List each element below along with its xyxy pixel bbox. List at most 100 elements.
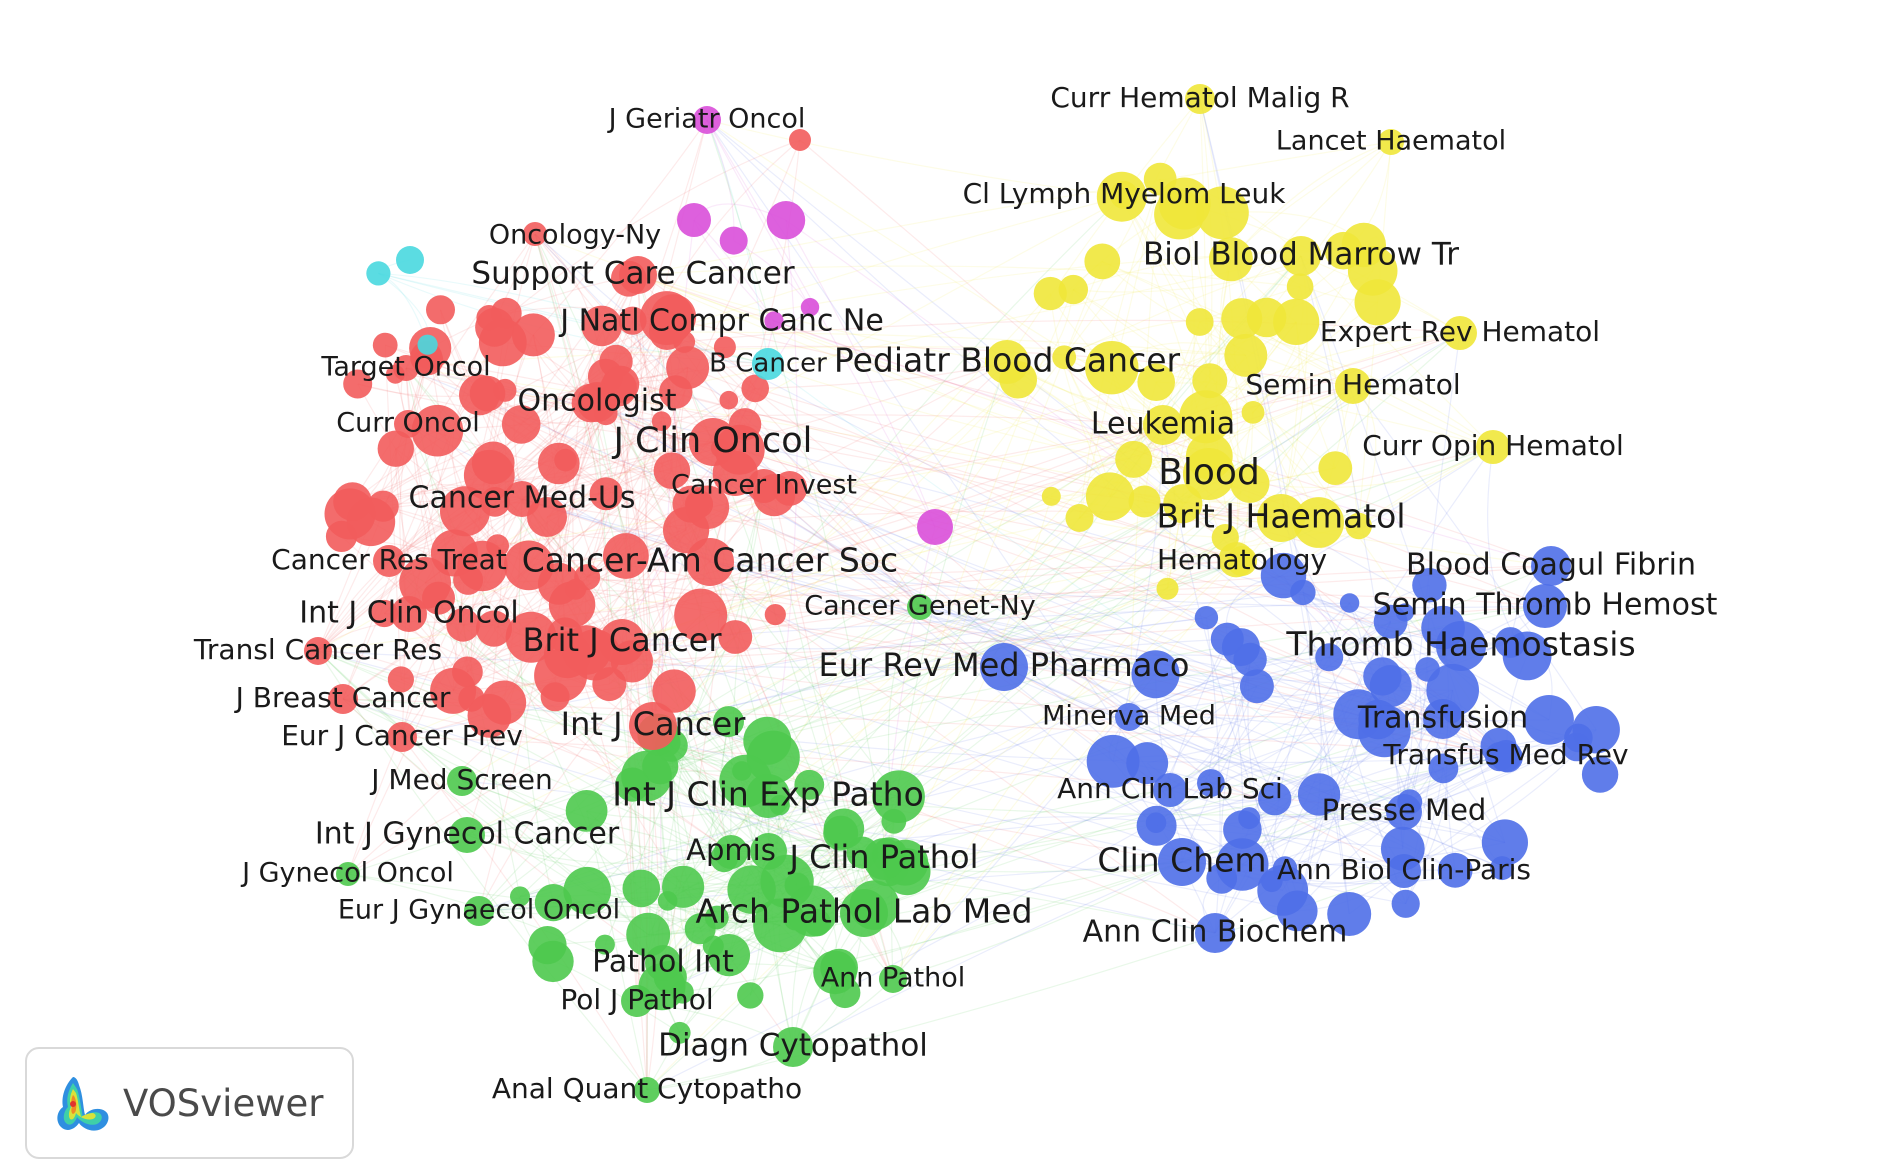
network-node[interactable] [800, 298, 820, 317]
network-node[interactable] [547, 617, 583, 653]
journal-node[interactable] [645, 945, 681, 981]
network-node[interactable] [668, 1021, 691, 1044]
journal-node[interactable] [1423, 699, 1463, 739]
journal-node[interactable] [747, 469, 781, 503]
journal-node[interactable] [985, 340, 1029, 384]
network-node[interactable] [1241, 401, 1265, 424]
network-node[interactable] [475, 610, 513, 647]
network-node[interactable] [581, 305, 622, 347]
network-node[interactable] [493, 378, 517, 402]
network-node[interactable] [813, 950, 857, 995]
network-node[interactable] [1224, 333, 1268, 377]
network-node[interactable] [674, 588, 728, 642]
network-node[interactable] [534, 884, 573, 922]
network-node[interactable] [615, 767, 650, 802]
journal-node[interactable] [752, 348, 784, 380]
network-node[interactable] [482, 680, 527, 725]
network-node[interactable] [1210, 622, 1244, 656]
network-node[interactable] [789, 129, 811, 151]
journal-node[interactable] [1378, 129, 1404, 155]
journal-node[interactable] [504, 481, 540, 517]
network-node[interactable] [538, 442, 580, 485]
journal-node[interactable] [1436, 621, 1486, 671]
network-node[interactable] [396, 246, 424, 274]
network-node[interactable] [718, 620, 753, 654]
journal-node[interactable] [391, 596, 427, 632]
journal-node[interactable] [714, 835, 748, 869]
network-node[interactable] [1192, 363, 1228, 399]
journal-node[interactable] [863, 838, 905, 880]
journal-node[interactable] [1335, 368, 1371, 404]
network-node[interactable] [1085, 472, 1135, 521]
journal-node[interactable] [1227, 546, 1257, 576]
network-node[interactable] [1286, 273, 1314, 301]
network-node[interactable] [1297, 773, 1341, 816]
network-node[interactable] [1194, 606, 1219, 630]
network-node[interactable] [430, 667, 477, 714]
journal-node[interactable] [746, 774, 790, 818]
network-node[interactable] [411, 404, 464, 457]
network-node[interactable] [743, 716, 792, 765]
network-node[interactable] [1216, 838, 1269, 891]
network-node[interactable] [480, 487, 510, 517]
network-node[interactable] [1085, 341, 1139, 395]
network-node[interactable] [503, 540, 554, 591]
journal-node[interactable] [1153, 773, 1187, 807]
journal-node[interactable] [689, 418, 737, 466]
journal-node[interactable] [1257, 494, 1305, 542]
network-node[interactable] [399, 557, 451, 609]
journal-node[interactable] [304, 637, 332, 665]
network-node[interactable] [1208, 237, 1253, 282]
journal-node[interactable] [1443, 316, 1477, 350]
network-node[interactable] [1033, 276, 1067, 311]
network-node[interactable] [1211, 524, 1239, 552]
journal-node[interactable] [373, 545, 405, 577]
network-node[interactable] [563, 866, 611, 915]
network-node[interactable] [618, 306, 647, 335]
network-node[interactable] [1086, 734, 1140, 788]
network-node[interactable] [1412, 568, 1447, 603]
journal-node[interactable] [1158, 838, 1206, 886]
network-node[interactable] [651, 411, 672, 432]
network-node[interactable] [1233, 642, 1267, 677]
network-node[interactable] [1358, 704, 1411, 758]
network-node[interactable] [1246, 297, 1287, 338]
network-node[interactable] [719, 226, 748, 255]
network-node[interactable] [565, 578, 587, 600]
journal-node[interactable] [693, 106, 721, 134]
network-node[interactable] [766, 201, 806, 240]
journal-node[interactable] [336, 862, 360, 886]
network-node[interactable] [713, 336, 736, 359]
journal-node[interactable] [577, 382, 617, 422]
network-node[interactable] [1052, 345, 1077, 370]
network-node[interactable] [413, 345, 444, 376]
journal-node[interactable] [879, 965, 907, 993]
network-node[interactable] [653, 452, 691, 490]
journal-node[interactable] [649, 314, 685, 350]
network-node[interactable] [1581, 756, 1619, 793]
network-node[interactable] [823, 808, 865, 850]
journal-node[interactable] [523, 222, 547, 246]
network-node[interactable] [1084, 243, 1121, 280]
network-node[interactable] [343, 369, 373, 399]
network-node[interactable] [1327, 892, 1372, 936]
journal-node[interactable] [393, 355, 419, 381]
network-node[interactable] [366, 261, 391, 286]
network-node[interactable] [1481, 819, 1528, 866]
network-node[interactable] [589, 477, 623, 511]
network-node[interactable] [1495, 627, 1526, 658]
network-node[interactable] [727, 865, 776, 914]
network-node[interactable] [511, 313, 555, 357]
network-node[interactable] [1115, 440, 1153, 478]
network-node[interactable] [1345, 512, 1372, 540]
journal-node[interactable] [686, 538, 734, 586]
network-node[interactable] [1524, 695, 1574, 745]
network-node[interactable] [510, 886, 530, 907]
network-node[interactable] [440, 486, 490, 537]
journal-node[interactable] [1476, 430, 1510, 464]
network-node[interactable] [764, 311, 784, 331]
journal-node[interactable] [773, 1027, 813, 1067]
network-node[interactable] [713, 706, 744, 738]
network-node[interactable] [671, 980, 694, 1004]
journal-node[interactable] [1490, 740, 1522, 772]
